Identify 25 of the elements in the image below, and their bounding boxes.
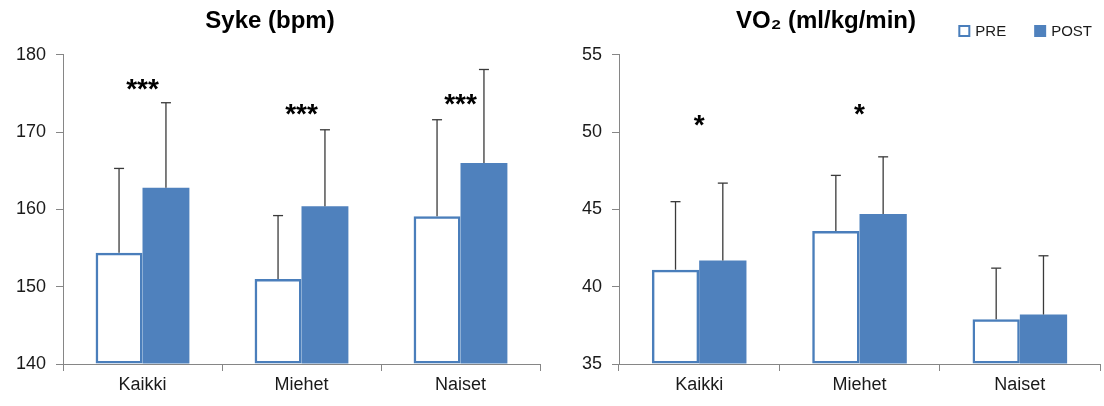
x-tick-label: Kaikki [675, 373, 724, 394]
legend-label: POST [1051, 22, 1092, 40]
y-tick-label: 140 [15, 352, 46, 373]
y-tick-label: 45 [581, 198, 602, 219]
x-tick-label: Naiset [434, 373, 487, 394]
x-tick-label: Miehet [832, 373, 887, 394]
legend-label: PRE [975, 22, 1007, 40]
annotation: *** [444, 88, 477, 120]
chart-title: VO₂ (ml/kg/min) [735, 6, 917, 34]
annotation: * [854, 98, 866, 130]
y-tick-label: 170 [15, 121, 46, 142]
x-tick-label: Miehet [274, 373, 329, 394]
x-tick-label: Kaikki [118, 373, 167, 394]
x-tick-label: Naiset [994, 373, 1046, 394]
annotation: *** [285, 98, 318, 130]
y-tick-label: 160 [15, 198, 46, 219]
y-tick-label: 50 [581, 121, 602, 142]
y-tick-label: 55 [581, 43, 602, 64]
y-tick-label: 40 [581, 275, 602, 296]
annotation: * [693, 109, 705, 141]
annotation: *** [126, 73, 159, 105]
chart-title: Syke (bpm) [205, 6, 335, 34]
y-tick-label: 150 [15, 275, 46, 296]
y-tick-label: 35 [581, 352, 602, 373]
y-tick-label: 180 [15, 43, 46, 64]
